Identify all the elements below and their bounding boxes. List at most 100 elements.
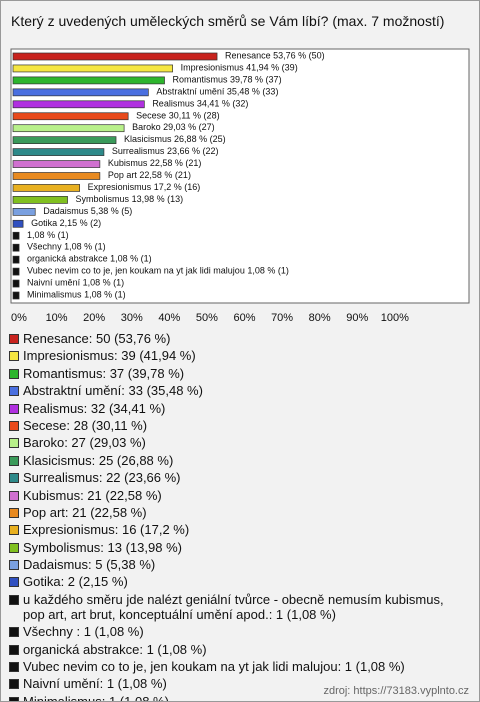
x-tick-label: 60% xyxy=(233,312,255,324)
bar-category: Klasicismus xyxy=(124,135,172,145)
legend-label: Renesance: 50 (53,76 %) xyxy=(23,331,171,346)
bar xyxy=(12,184,80,192)
legend-label: Romantismus: 37 (39,78 %) xyxy=(23,365,185,381)
legend-label: organická abstrakce: 1 (1,08 %) xyxy=(23,641,207,657)
bar xyxy=(12,64,173,73)
source: zdroj: https://73183.vyplnto.cz xyxy=(323,685,469,697)
bar-category: Symbolismus xyxy=(76,194,130,204)
bar-label: Pop art 22,58 % (21) xyxy=(108,170,191,180)
x-tick-label: 10% xyxy=(46,312,68,324)
bar xyxy=(12,279,20,288)
bar xyxy=(12,160,101,168)
bar xyxy=(12,112,129,121)
bar-value-label: 30,11 % (28) xyxy=(169,111,220,121)
bar-category: Secese xyxy=(136,111,166,121)
legend-swatch xyxy=(9,627,19,638)
bar-label: Všechny 1,08 % (1) xyxy=(27,242,106,252)
bar-category: Expresionismus xyxy=(88,182,152,192)
bar-value-label: 35,48 % (33) xyxy=(227,87,279,97)
legend-label: u každého směru jde nalézt geniální tvůr… xyxy=(23,591,444,622)
x-tick-label: 70% xyxy=(271,312,293,324)
legend-label: Dadaismus: 5 (5,38 %) xyxy=(23,557,156,573)
bar-category: Kubismus xyxy=(108,158,148,168)
legend-entry: Symbolismus: 13 (13,98 %) xyxy=(9,540,464,555)
bar xyxy=(12,291,20,300)
bar-category: Abstraktní umění xyxy=(156,87,225,97)
legend-entry: Surrealismus: 22 (23,66 %) xyxy=(9,470,464,485)
bar-label: Naivní umění 1,08 % (1) xyxy=(27,278,124,288)
bar xyxy=(12,219,24,228)
bar xyxy=(12,243,20,252)
legend-entry: Všechny : 1 (1,08 %) xyxy=(9,624,464,639)
legend-label: Naivní umění: 1 (1,08 %) xyxy=(23,676,167,692)
bar-value-label: 1,08 % (1) xyxy=(27,230,69,240)
legend-entry: Naivní umění: 1 (1,08 %) xyxy=(9,676,464,691)
bar xyxy=(12,196,68,204)
x-tick-label: 40% xyxy=(158,312,180,324)
legend: Renesance: 50 (53,76 %) Impresionismus: 3… xyxy=(9,331,464,702)
legend-label: Baroko: 27 (29,03 %) xyxy=(23,435,146,451)
legend-entry: organická abstrakce: 1 (1,08 %) xyxy=(9,642,464,657)
bar xyxy=(12,136,117,144)
bar-label: Dadaismus 5,38 % (5) xyxy=(43,206,132,216)
legend-swatch xyxy=(9,334,19,344)
bar-category: Baroko xyxy=(132,123,161,133)
bar-label: Realismus 34,41 % (32) xyxy=(152,99,248,109)
bar-value-label: 5,38 % (5) xyxy=(91,206,133,216)
bar-label: Minimalismus 1,08 % (1) xyxy=(27,290,126,300)
bar-value-label: 2,15 % (2) xyxy=(60,218,102,228)
bar-category: Naivní umění xyxy=(27,278,81,288)
legend-swatch xyxy=(9,351,19,362)
bar-value-label: 1,08 % (1) xyxy=(83,278,125,288)
legend-entry: Impresionismus: 39 (41,94 %) xyxy=(9,348,464,363)
bar xyxy=(12,208,36,216)
legend-entry: Abstraktní umění: 33 (35,48 %) xyxy=(9,383,464,398)
legend-entry: Renesance: 50 (53,76 %) xyxy=(9,331,464,346)
bar-label: Secese 30,11 % (28) xyxy=(136,111,219,121)
bar-label: Renesance 53,76 % (50) xyxy=(225,51,325,61)
legend-label: Pop art: 21 (22,58 %) xyxy=(23,504,147,520)
bar-category: Minimalismus xyxy=(27,290,82,300)
bar-label: Impresionismus 41,94 % (39) xyxy=(181,63,298,73)
legend-swatch xyxy=(9,594,19,605)
legend-swatch xyxy=(9,560,19,571)
legend-label: Realismus: 32 (34,41 %) xyxy=(23,400,166,416)
legend-swatch xyxy=(9,473,19,484)
bar-category: Romantismus xyxy=(173,75,229,85)
bar-category: Renesance xyxy=(225,51,271,61)
legend-swatch xyxy=(9,420,19,431)
bar-value-label: 1,08 % (1) xyxy=(247,266,289,276)
legend-entry: Realismus: 32 (34,41 %) xyxy=(9,401,464,416)
legend-entry: Kubismus: 21 (22,58 %) xyxy=(9,488,464,503)
legend-swatch xyxy=(9,507,19,518)
bar-value-label: 39,78 % (37) xyxy=(230,75,282,85)
legend-label: Minimalismus: 1 (1,08 %) xyxy=(23,693,169,702)
legend-swatch xyxy=(9,662,19,673)
x-tick-label: 90% xyxy=(346,312,368,324)
legend-entry: Expresionismus: 16 (17,2 %) xyxy=(9,522,464,537)
bar xyxy=(12,172,101,180)
bar-label: Abstraktní umění 35,48 % (33) xyxy=(156,87,278,97)
legend-entry: Dadaismus: 5 (5,38 %) xyxy=(9,557,464,572)
x-tick-label: 30% xyxy=(121,312,143,324)
bar-value-label: 41,94 % (39) xyxy=(246,63,298,73)
bar xyxy=(12,267,20,276)
legend-swatch xyxy=(9,386,19,397)
legend-entry: Baroko: 27 (29,03 %) xyxy=(9,435,464,450)
bar-value-label: 34,41 % (32) xyxy=(197,99,249,109)
x-tick-label: 20% xyxy=(83,312,105,324)
legend-entry: u každého směru jde nalézt geniální tvůr… xyxy=(9,592,464,622)
bar-value-label: 1,08 % (1) xyxy=(64,242,106,252)
bar-label: Expresionismus 17,2 % (16) xyxy=(88,182,201,192)
bar-category: Pop art xyxy=(108,170,138,180)
x-tick-label: 50% xyxy=(196,312,218,324)
x-tick-label: 100% xyxy=(381,312,409,324)
chart: 0% 10% 20% 30% 40% 50% 60% 70% 80% 90% 100% Renesan… xyxy=(10,48,470,324)
bar-category: Vubec nevim co to je, jen koukam na yt j… xyxy=(27,266,245,276)
bar-label: Romantismus 39,78 % (37) xyxy=(173,75,282,85)
bar-label: Gotika 2,15 % (2) xyxy=(31,218,101,228)
legend-entry: Gotika: 2 (2,15 %) xyxy=(9,574,464,589)
bar xyxy=(12,76,165,85)
legend-swatch xyxy=(9,577,19,588)
